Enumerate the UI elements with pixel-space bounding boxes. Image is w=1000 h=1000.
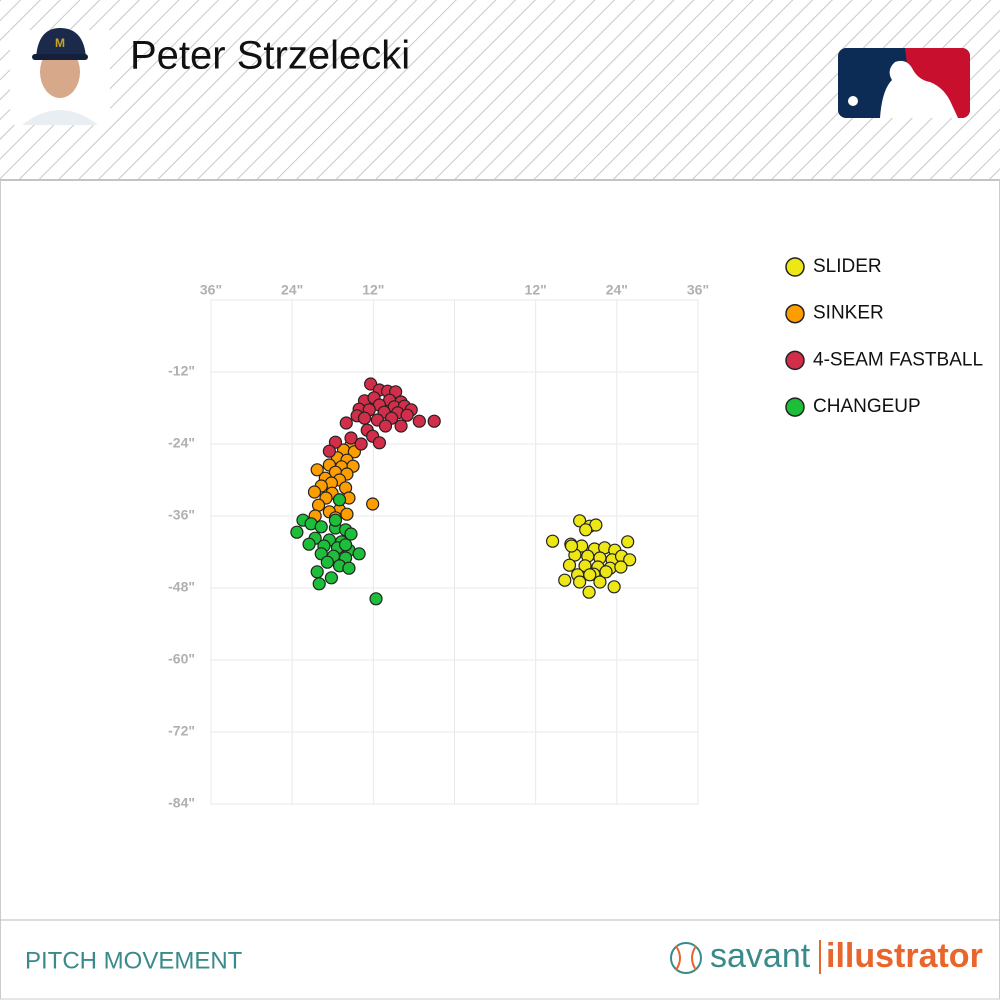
pitch-point	[307, 485, 322, 499]
player-name: Peter Strzelecki	[130, 34, 410, 78]
headshot: M	[10, 28, 110, 125]
pitch-point	[302, 537, 316, 551]
y-tick-label: -36"	[168, 507, 195, 523]
legend-swatch	[785, 257, 805, 277]
legend-label: SLIDER	[813, 256, 882, 277]
pitch-point	[573, 575, 587, 589]
pitch-point	[558, 573, 572, 587]
footer-label: PITCH MOVEMENT	[25, 947, 243, 974]
x-tick-label: 36"	[200, 282, 222, 298]
pitch-point	[328, 435, 343, 449]
legend-swatch	[785, 303, 805, 324]
pitch-point	[369, 592, 383, 606]
brand-illustrator: illustrator	[826, 937, 983, 975]
pitch-point	[352, 547, 366, 561]
pitch-point	[332, 493, 347, 507]
pitch-point	[583, 568, 597, 582]
y-tick-label: -48"	[168, 579, 195, 595]
baseball-icon	[670, 942, 702, 974]
pitch-point	[579, 523, 593, 537]
pitch-point	[328, 513, 343, 527]
pitch-point	[378, 419, 393, 433]
pitch-point	[342, 561, 356, 575]
mlb-logo	[838, 48, 970, 118]
x-tick-label: 12"	[362, 282, 384, 298]
pitch-point	[314, 520, 328, 534]
x-tick-label: 12"	[525, 282, 547, 298]
pitch-point	[311, 498, 326, 512]
pitch-point	[621, 535, 635, 549]
pitch-point	[324, 571, 338, 585]
pitch-point	[339, 538, 353, 552]
pitch-point	[394, 419, 408, 433]
pitch-point	[564, 539, 579, 553]
pitch-point	[412, 414, 426, 428]
pitch-point	[310, 565, 324, 579]
pitch-point	[354, 437, 368, 451]
legend-label: 4-SEAM FASTBALL	[813, 349, 983, 370]
legend-swatch	[785, 350, 805, 371]
pitch-point	[357, 411, 372, 425]
pitch-point	[344, 431, 358, 445]
legend-label: SINKER	[813, 303, 884, 324]
x-tick-label: 36"	[687, 282, 709, 298]
y-tick-label: -60"	[168, 651, 195, 667]
pitch-point	[320, 555, 334, 569]
pitch-point	[623, 553, 637, 567]
pitch-point	[427, 414, 441, 428]
pitch-point	[312, 577, 326, 591]
pitch-point	[322, 444, 336, 458]
pitch-point	[372, 436, 387, 450]
pitch-point	[339, 416, 353, 430]
pitch-point	[545, 534, 560, 548]
legend-swatch	[785, 397, 805, 417]
brand-savant: savant	[710, 937, 811, 975]
svg-text:M: M	[55, 36, 65, 50]
x-tick-label: 24"	[281, 282, 303, 298]
pitch-point	[340, 507, 354, 521]
pitch-point	[614, 560, 628, 574]
pitch-point	[400, 408, 414, 422]
y-tick-label: -24"	[168, 435, 195, 451]
pitch-point	[599, 565, 613, 579]
pitch-point	[593, 575, 607, 589]
y-tick-label: -12"	[168, 363, 195, 379]
pitch-point	[607, 580, 621, 594]
pitch-point	[562, 558, 577, 572]
x-tick-label: 24"	[606, 282, 628, 298]
pitch-point	[290, 525, 304, 539]
y-tick-label: -72"	[168, 723, 195, 739]
pitch-point	[366, 497, 380, 511]
pitch-point	[573, 514, 587, 528]
pitch-point	[582, 585, 596, 599]
y-tick-label: -84"	[168, 795, 195, 811]
header-background	[0, 0, 1000, 180]
legend-label: CHANGEUP	[813, 396, 921, 417]
pitch-point	[344, 527, 358, 541]
pitch-point	[310, 463, 324, 477]
